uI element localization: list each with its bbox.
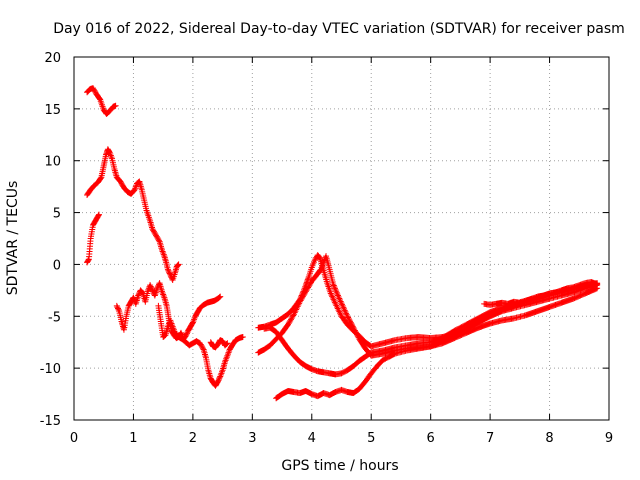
series-pasm-early-top (84, 85, 119, 118)
data-point-markers (155, 302, 246, 389)
data-point-markers (481, 279, 601, 308)
x-tick-label: 3 (248, 431, 256, 446)
x-tick-label: 6 (427, 431, 435, 446)
series-pasm-mid-b (255, 253, 330, 356)
y-tick-label: 20 (44, 51, 61, 66)
series-pasm-early-d (155, 302, 246, 389)
series-pasm-early-a (84, 211, 102, 266)
data-point-markers (255, 253, 330, 356)
x-tick-label: 2 (189, 431, 197, 446)
axis-ticks: 0 1 2 3 4 5 6 7 8 9 -15 -10 -5 0 5 10 15 20 (40, 51, 613, 446)
y-tick-label: -5 (48, 310, 61, 325)
y-axis-label: SDTVAR / TECUs (5, 181, 21, 296)
x-tick-label: 7 (486, 431, 494, 446)
series-pasm-late-b (481, 279, 601, 308)
x-tick-label: 8 (545, 431, 553, 446)
chart-title: Day 016 of 2022, Sidereal Day-to-day VTE… (53, 21, 625, 37)
series-pasm-early-b (84, 146, 182, 283)
data-series (84, 85, 601, 402)
x-tick-label: 4 (308, 431, 316, 446)
y-tick-label: -15 (40, 414, 61, 429)
y-tick-label: 0 (53, 258, 61, 273)
data-point-markers (84, 85, 119, 118)
x-tick-label: 1 (129, 431, 137, 446)
data-point-markers (84, 146, 182, 283)
y-tick-label: 15 (44, 103, 61, 118)
y-tick-label: 5 (53, 207, 61, 222)
plot-frame (73, 56, 610, 421)
data-point-markers (273, 282, 601, 402)
grid-lines (74, 57, 609, 420)
x-tick-label: 9 (605, 431, 613, 446)
data-point-markers (84, 211, 102, 266)
x-tick-label: 0 (70, 431, 78, 446)
y-tick-label: -10 (40, 362, 61, 377)
y-tick-label: 10 (44, 155, 61, 170)
data-point-markers (207, 337, 231, 351)
series-pasm-early-e (207, 337, 231, 351)
series-pasm-late-a (273, 282, 601, 402)
x-axis-label: GPS time / hours (281, 458, 398, 474)
x-tick-label: 5 (367, 431, 375, 446)
